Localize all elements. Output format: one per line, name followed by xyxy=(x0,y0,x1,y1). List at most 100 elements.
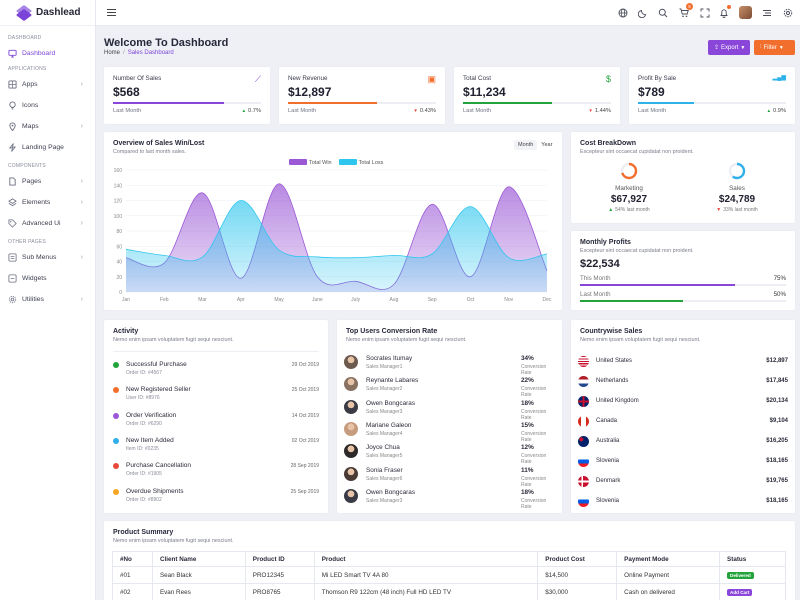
activity-item[interactable]: Purchase Cancellation Order ID: #1905 28 S… xyxy=(113,461,319,485)
sidebar-item-icons[interactable]: Icons xyxy=(0,95,95,116)
cost-change-value: 54% last month xyxy=(615,207,650,213)
legend-item[interactable]: Total Loss xyxy=(338,159,383,166)
chevron-right-icon: › xyxy=(80,220,83,227)
sidebar-item-apps[interactable]: Apps › xyxy=(0,74,95,95)
sidebar-item-maps[interactable]: Maps › xyxy=(0,116,95,137)
profit-progress-fill xyxy=(580,284,735,286)
bell-icon[interactable] xyxy=(717,5,731,19)
menu-lines-icon[interactable] xyxy=(760,6,773,19)
user-row[interactable]: Reynante Labares Sales Manager2 22% Convers… xyxy=(344,375,555,398)
fullscreen-icon[interactable] xyxy=(698,6,711,19)
globe-icon[interactable] xyxy=(616,6,629,19)
activity-item[interactable]: Order Verification Order ID: #6290 14 Oct … xyxy=(113,411,319,435)
activity-item[interactable]: Successful Purchase Order ID: #4567 29 Oct… xyxy=(113,360,319,384)
country-row[interactable]: Canada $9,104 xyxy=(578,413,788,433)
activity-title: Order Verification xyxy=(126,411,177,419)
breadcrumb-current: Sales Dashboard xyxy=(127,50,174,56)
breadcrumb-home[interactable]: Home xyxy=(104,50,121,56)
activity-sub: User ID: #8976 xyxy=(126,395,160,402)
tab-month[interactable]: Month xyxy=(514,140,538,150)
logo-icon xyxy=(18,7,31,19)
stat-change-value: 1.44% xyxy=(594,108,611,114)
users-subtitle: Nemo enim ipsam voluptatem fugit sequi n… xyxy=(346,337,467,343)
user-row[interactable]: Sonia Fraser Sales Manager6 11% Conversion … xyxy=(344,465,555,488)
column-header[interactable]: Product Cost xyxy=(537,551,618,567)
cart-icon[interactable]: 5 xyxy=(677,3,693,19)
activity-title: Purchase Cancellation xyxy=(126,462,192,470)
country-row[interactable]: United Kingdom $20,134 xyxy=(578,393,788,413)
sidebar-item-advanced-ui[interactable]: Advanced Ui › xyxy=(0,213,95,234)
stat-change: ▼ 1.44% xyxy=(588,108,611,114)
sidebar-item-widgets[interactable]: Widgets xyxy=(0,268,95,289)
column-header[interactable]: Client Name xyxy=(151,551,246,567)
layers-icon xyxy=(8,198,17,207)
user-row[interactable]: Joyce Chua Sales Manager5 12% Conversion Ra… xyxy=(344,442,555,465)
country-row[interactable]: Netherlands $17,845 xyxy=(578,373,788,393)
chevron-right-icon: › xyxy=(80,123,83,130)
stat-foot: Last Month xyxy=(463,108,492,114)
activity-item[interactable]: New Item Added Item ID: #0235 02 Oct 2019 xyxy=(113,436,319,460)
column-header[interactable]: Product ID xyxy=(244,551,315,567)
sidebar-item-label: Sub Menus xyxy=(22,254,57,261)
stat-foot: Last Month xyxy=(638,108,667,114)
sidebar-item-landing-page[interactable]: Landing Page xyxy=(0,137,95,158)
cell-pid: PRO8765 xyxy=(244,583,315,600)
sidebar-item-label: Dashboard xyxy=(22,50,56,57)
chevron-right-icon: › xyxy=(80,178,83,185)
user-row[interactable]: Owen Bongcaras Sales Manager3 18% Conversio… xyxy=(344,487,555,510)
tab-year[interactable]: Year xyxy=(541,142,553,148)
column-header[interactable]: Status xyxy=(719,551,786,567)
country-row[interactable]: United States $12,897 xyxy=(578,353,788,373)
filter-button[interactable]: ⫶ Filter ▼ xyxy=(754,40,795,55)
stat-label: Total Cost xyxy=(463,75,491,82)
country-row[interactable]: Australia $16,205 xyxy=(578,433,788,453)
export-button[interactable]: ⇪ Export ▼ xyxy=(708,40,750,55)
cell-status: Delivered xyxy=(719,566,786,584)
brand[interactable]: Dashlead xyxy=(0,0,95,26)
activity-item[interactable]: Overdue Shipments Order ID: #8902 25 Sep 2… xyxy=(113,487,319,511)
conversion-label: Conversion Rate xyxy=(521,430,547,443)
stat-progress xyxy=(113,102,261,104)
flag-ca-icon xyxy=(578,416,589,427)
activity-date: 02 Oct 2019 xyxy=(291,437,319,444)
sidebar-item-pages[interactable]: Pages › xyxy=(0,171,95,192)
country-row[interactable]: Slovenia $18,165 xyxy=(578,493,788,513)
chevron-right-icon: › xyxy=(80,81,83,88)
table-row[interactable]: #01 Sean Black PRO12345 Mi LED Smart TV 4A … xyxy=(112,566,786,584)
cart-count-badge: 5 xyxy=(686,3,693,10)
column-header[interactable]: #No xyxy=(112,551,153,567)
user-row[interactable]: Socrates Itumay Sales Manager1 34% Conversi… xyxy=(344,353,555,376)
arrow-up-icon: ▲ xyxy=(766,108,772,113)
menu-toggle-icon[interactable] xyxy=(107,9,116,16)
avatar xyxy=(344,421,358,436)
sidebar-item-dashboard[interactable]: Dashboard xyxy=(0,43,95,64)
avatar[interactable] xyxy=(739,6,752,19)
map-pin-icon xyxy=(8,122,17,131)
search-icon[interactable] xyxy=(656,6,669,19)
arrow-up-icon: ▲ xyxy=(608,207,614,213)
user-row[interactable]: Mariane Galeon Sales Manager4 15% Conversio… xyxy=(344,420,555,443)
country-row[interactable]: Denmark $19,765 xyxy=(578,473,788,493)
cost-title: Cost BreakDown xyxy=(580,140,637,147)
conversion-pct: 15% xyxy=(521,421,534,429)
activity-title: Successful Purchase xyxy=(126,361,187,368)
activity-item[interactable]: New Registered Seller User ID: #8976 25 Oc… xyxy=(113,385,319,409)
column-header[interactable]: Product xyxy=(313,551,539,567)
avatar xyxy=(344,444,358,459)
divider xyxy=(113,351,319,352)
country-row[interactable]: Slovenia $18,165 xyxy=(578,453,788,473)
column-header[interactable]: Payment Mode xyxy=(616,551,721,567)
moon-icon[interactable] xyxy=(636,6,649,19)
activity-sub: Item ID: #0235 xyxy=(126,445,159,452)
activity-title: New Registered Seller xyxy=(126,386,191,394)
sidebar-item-utilities[interactable]: Utilities › xyxy=(0,289,95,310)
user-row[interactable]: Owen Bongcaras Sales Manager3 18% Conversio… xyxy=(344,398,555,421)
sidebar-item-sub-menus[interactable]: Sub Menus › xyxy=(0,247,95,268)
sidebar-item-elements[interactable]: Elements › xyxy=(0,192,95,213)
avatar xyxy=(344,466,358,481)
stat-progress-fill xyxy=(113,102,224,104)
legend-item[interactable]: Total Win xyxy=(289,159,332,166)
gear-icon[interactable] xyxy=(781,6,794,19)
table-row[interactable]: #02 Evan Rees PRO8765 Thomson R9 122cm (48 … xyxy=(112,583,786,600)
legend-swatch xyxy=(338,159,357,165)
